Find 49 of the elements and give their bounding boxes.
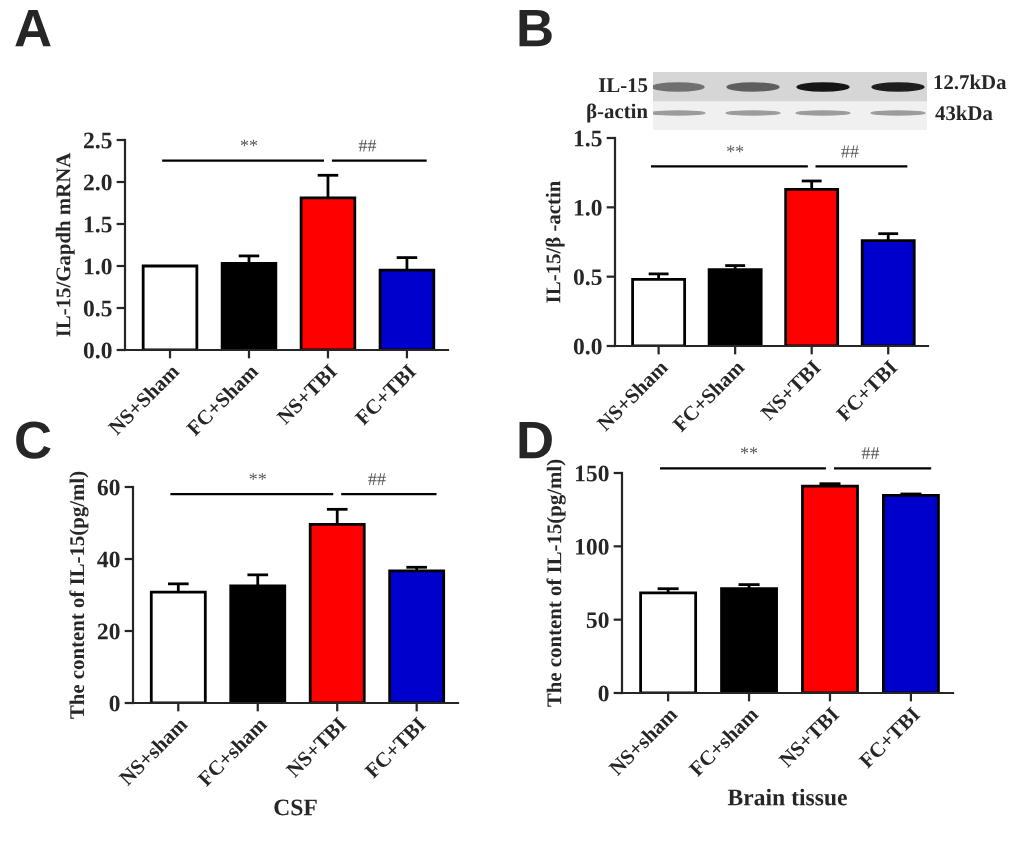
bar [707,268,763,346]
y-tick-label: 1.5 [574,130,602,147]
y-axis-title: The content of IL-15(pg/ml) [546,459,566,707]
y-tick-label: 2.0 [83,174,112,191]
y-tick-label: 60 [97,479,120,496]
y-tick-label: 0 [109,695,120,712]
y-tick-label: 1.0 [84,258,112,275]
chart-title: D [519,421,552,459]
bar [882,493,940,693]
x-axis-title: Brain tissue [727,788,847,806]
y-tick-label: 40 [97,551,120,568]
y-tick-label: 0.0 [573,338,602,355]
text: ** [249,473,266,480]
bar [141,264,199,350]
annotation: ** [727,145,744,153]
y-axis-title: IL-15/β -actin [545,180,565,303]
y-tick-label: 0.5 [573,269,602,286]
y-tick-label: 0 [598,685,609,702]
text: ** [740,447,758,454]
y-tick-label: 20 [97,623,120,640]
y-axis-title: IL-15/Gapdh mRNA [55,152,75,337]
bar [860,239,916,346]
y-tick-label: 2.5 [83,132,112,149]
annotation: ## [841,145,859,158]
chart-title: C [16,421,51,459]
text: IL-15 [598,78,648,93]
y-tick-label: 100 [575,538,609,555]
text: ## [861,447,880,459]
bar [720,587,778,693]
annotation: ## [358,139,377,152]
y-tick-label: 0.0 [83,342,112,359]
y-tick-label: 1.0 [574,199,602,216]
annotation: ** [240,139,258,147]
chart-title: A [15,9,51,47]
x-axis-title: CSF [274,799,317,816]
text: β-actin [587,103,648,123]
bar [639,591,698,693]
y-tick-label: 150 [575,465,609,482]
y-tick-label: 50 [586,612,609,629]
y-tick-label: 0.5 [83,300,112,317]
y-axis-title: The content of IL-15(pg/ml) [69,471,89,719]
text: ## [368,473,386,485]
bar [631,278,687,346]
bar [801,484,859,693]
chart-title: B [519,9,552,47]
bar [388,569,446,703]
text: 43kDa [935,105,993,121]
y-tick-label: 1.5 [84,216,112,233]
text: 12.7kDa [934,74,1007,90]
